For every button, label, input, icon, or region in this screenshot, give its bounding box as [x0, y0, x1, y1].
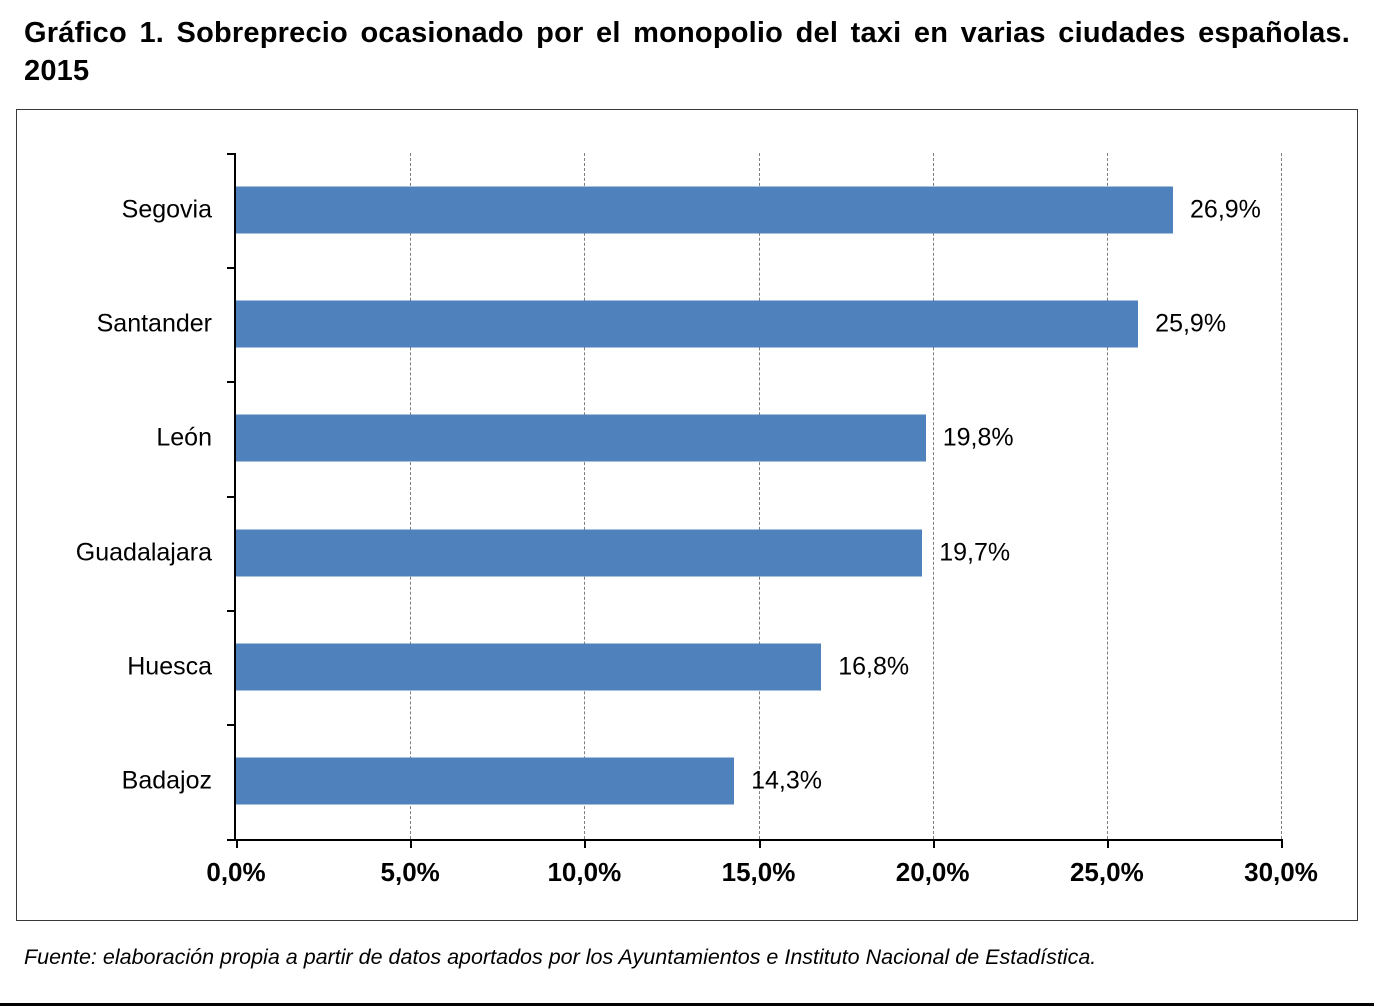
chart-title: Gráfico 1. Sobreprecio ocasionado por el…: [24, 17, 1350, 88]
source-note: Fuente: elaboración propia a partir de d…: [24, 944, 1097, 969]
gridline: [1281, 152, 1282, 839]
y-axis-tick: [227, 724, 236, 727]
x-axis-label: 10,0%: [547, 856, 622, 887]
x-axis-label: 20,0%: [895, 856, 970, 887]
bar: [236, 643, 822, 691]
y-axis-tick: [227, 609, 236, 612]
bar: [236, 529, 923, 577]
x-axis-tick: [410, 838, 413, 848]
gridline: [1106, 152, 1108, 839]
y-axis-tick: [227, 838, 236, 841]
chart-frame: 0,0% 5,0% 10,0% 15,0% 20,0% 25,0% 30,0% Segovia…: [16, 108, 1358, 921]
bar-value-label: 14,3%: [751, 766, 822, 795]
bar-value-label: 25,9%: [1155, 309, 1227, 338]
bar-row: Santander 25,9%: [97, 267, 1281, 381]
category-label: Huesca: [127, 652, 212, 681]
x-axis-label: 0,0%: [206, 856, 266, 887]
x-axis-label: 25,0%: [1069, 856, 1144, 887]
bottom-rule: [0, 1003, 1374, 1006]
y-axis-tick: [227, 152, 236, 155]
x-axis-label: 30,0%: [1244, 856, 1318, 887]
gridline: [932, 152, 934, 839]
bar: [236, 300, 1139, 348]
y-axis-tick: [227, 381, 236, 384]
category-label: León: [156, 423, 212, 452]
x-axis-tick: [758, 838, 761, 848]
bar: [236, 186, 1174, 234]
y-axis-tick: [227, 495, 236, 498]
bar-value-label: 19,7%: [939, 538, 1011, 567]
bar-value-label: 19,8%: [942, 423, 1014, 452]
bar-row: León 19,8%: [156, 381, 1281, 495]
x-axis-tick: [584, 838, 587, 848]
bar-value-label: 16,8%: [838, 652, 910, 681]
y-axis-tick: [227, 266, 236, 269]
x-axis-tick: [932, 838, 935, 848]
bar: [236, 414, 926, 462]
bar: [236, 757, 735, 805]
category-label: Badajoz: [121, 766, 212, 795]
bar-row: Segovia 26,9%: [122, 153, 1281, 267]
gridline: [758, 152, 760, 839]
plot-area: 0,0% 5,0% 10,0% 15,0% 20,0% 25,0% 30,0% Segovia…: [76, 152, 1318, 887]
gridline: [584, 152, 586, 839]
category-label: Segovia: [121, 195, 212, 224]
gridline: [410, 152, 412, 839]
bar-row: Guadalajara 19,7%: [76, 496, 1281, 610]
x-axis-label: 5,0%: [380, 856, 440, 887]
bar-row: Huesca 16,8%: [127, 610, 1281, 724]
x-axis-tick: [236, 838, 238, 848]
bar-value-label: 26,9%: [1190, 195, 1261, 224]
category-label: Guadalajara: [75, 538, 212, 567]
x-axis-label: 15,0%: [721, 856, 796, 887]
bar-row: Badajoz 14,3%: [122, 724, 1281, 838]
x-axis-tick: [1281, 838, 1283, 848]
x-axis-tick: [1106, 838, 1109, 848]
category-label: Santander: [96, 309, 212, 338]
